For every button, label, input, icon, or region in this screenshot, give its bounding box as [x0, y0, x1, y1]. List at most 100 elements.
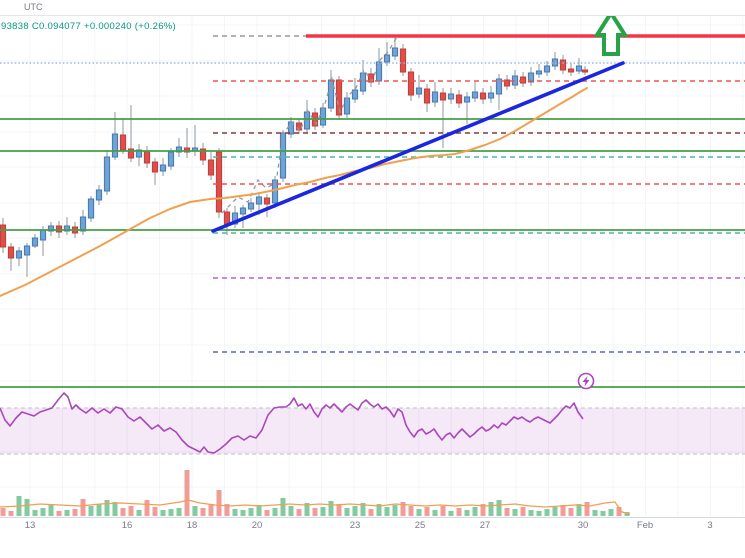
time-axis-label: 30 [578, 520, 589, 531]
candle-up [271, 179, 279, 204]
candle-up [359, 72, 367, 92]
time-axis-label: 20 [252, 520, 263, 531]
volume-bar [208, 504, 214, 516]
candle-up [287, 121, 295, 135]
volume-bar [200, 508, 206, 516]
candle-up [95, 189, 103, 201]
up-arrow-icon[interactable] [593, 9, 629, 56]
candle-down [335, 79, 343, 116]
time-axis-label: 13 [25, 520, 36, 531]
volume-bar [440, 506, 446, 516]
candles-layer [0, 35, 589, 277]
volume-bar [552, 507, 558, 516]
candle-up [135, 149, 143, 158]
horizontal-level-lines[interactable] [0, 34, 745, 388]
candle-up [167, 151, 175, 167]
candle-up [543, 65, 551, 73]
chart-topbar: UTC [0, 0, 745, 16]
time-axis-label: 27 [480, 520, 491, 531]
candle-up [415, 87, 423, 95]
volume-bar [360, 503, 366, 516]
candle-up [447, 93, 455, 100]
volume-bar [288, 506, 294, 516]
volume-bar [344, 508, 350, 516]
trendline-blue[interactable] [211, 61, 625, 233]
ma-orange-line [0, 87, 588, 297]
volume-bar [256, 505, 262, 516]
candle-down [183, 147, 191, 153]
volume-bar [512, 509, 518, 516]
candle-down [567, 68, 575, 73]
volume-bar [216, 490, 222, 516]
volume-bar [96, 504, 102, 516]
lightning-icon[interactable] [577, 372, 595, 390]
volume-bar [608, 509, 614, 516]
volume-bar [576, 504, 582, 516]
volume-bar [184, 470, 190, 516]
volume-bar [176, 508, 182, 516]
rsi-line [0, 392, 584, 454]
candle-up [79, 216, 87, 232]
time-axis[interactable]: 13 16 18 20 23 25 27 30 Feb 3 [0, 517, 745, 532]
candle-down [215, 151, 223, 213]
volume-bar [80, 499, 86, 516]
candle-down [119, 134, 127, 151]
candle-down [559, 59, 567, 71]
volume-bar [392, 505, 398, 516]
volume-ma-line [0, 499, 631, 515]
candle-up [87, 198, 95, 219]
candle-up [575, 65, 583, 72]
volume-bar [32, 510, 38, 516]
volume-bar [136, 510, 142, 516]
volume-bar [488, 502, 494, 516]
candle-up [103, 156, 111, 192]
time-axis-label: Feb [637, 520, 653, 531]
timezone-label[interactable]: UTC [24, 2, 43, 12]
volume-bars [0, 470, 631, 516]
zigzag-dashed-line[interactable] [221, 36, 398, 214]
volume-bar [280, 498, 286, 516]
candle-up [159, 164, 167, 172]
candle-up [47, 225, 55, 232]
candle-up [351, 89, 359, 100]
volume-bar [504, 508, 510, 516]
volume-bar [456, 508, 462, 516]
volume-bar [224, 504, 230, 516]
volume-bar [24, 499, 30, 516]
volume-bar [480, 504, 486, 516]
volume-bar [496, 500, 502, 516]
volume-bar [112, 502, 118, 516]
candle-down [0, 224, 7, 248]
volume-bar [376, 504, 382, 516]
volume-bar [560, 505, 566, 516]
volume-bar [336, 504, 342, 516]
candle-up [231, 212, 239, 225]
volume-bar [592, 510, 598, 516]
candle-down [151, 161, 159, 173]
candle-down [399, 48, 407, 73]
volume-bar [584, 502, 590, 516]
volume-bar [424, 507, 430, 516]
rsi-band [0, 407, 745, 455]
volume-bar [248, 508, 254, 516]
candle-up [471, 91, 479, 99]
volume-bar [432, 510, 438, 516]
volume-bar [472, 507, 478, 516]
volume-bar [104, 500, 110, 516]
time-axis-label: 18 [187, 520, 198, 531]
volume-bar [368, 509, 374, 516]
candle-down [199, 148, 207, 161]
candle-down [581, 69, 589, 73]
candle-up [327, 79, 335, 109]
candle-down [7, 246, 15, 259]
volume-bar [328, 501, 334, 516]
candle-up [383, 54, 391, 63]
volume-bar [168, 509, 174, 516]
volume-bar [232, 509, 238, 516]
candle-down [503, 79, 511, 87]
candle-up [391, 47, 399, 57]
volume-bar [544, 509, 550, 516]
candle-down [407, 71, 415, 96]
